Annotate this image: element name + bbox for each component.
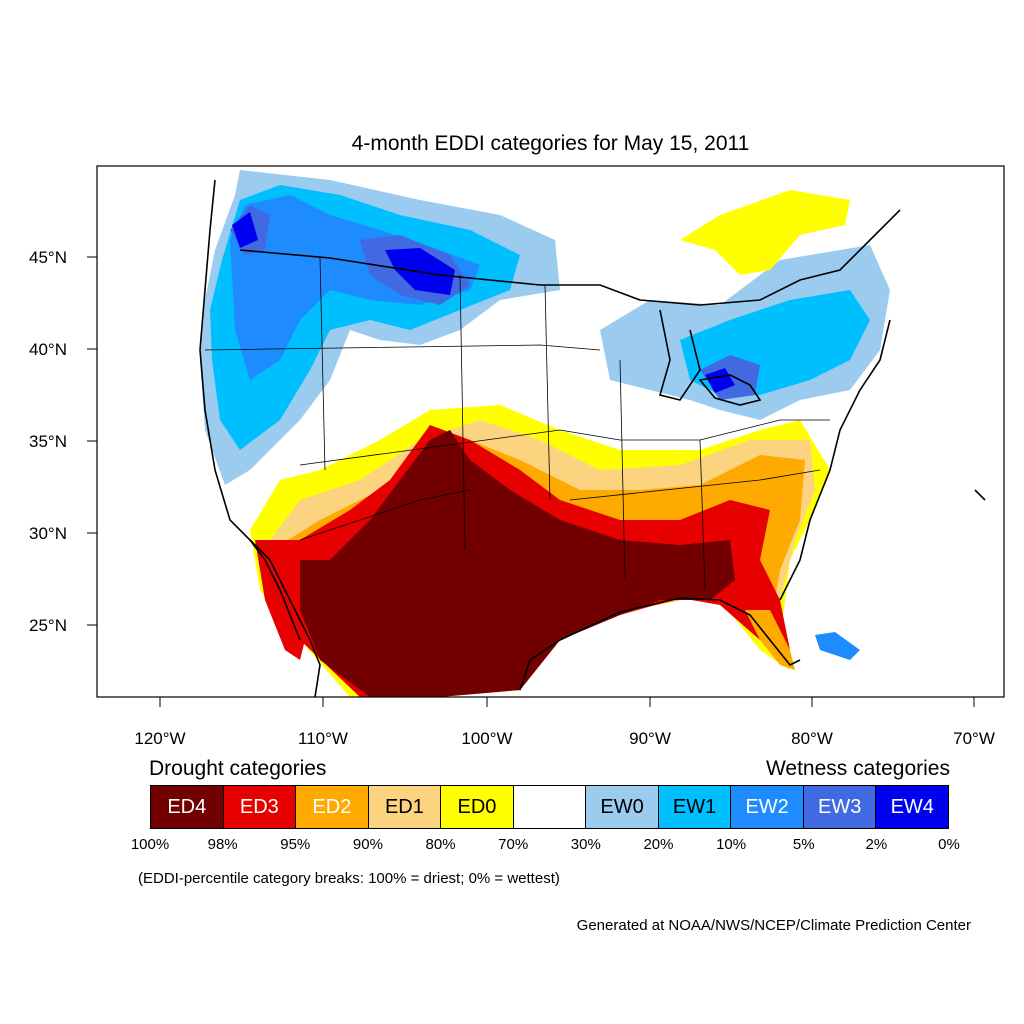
map-field xyxy=(200,170,890,697)
lat-tick-label: 35°N xyxy=(29,432,67,451)
wet-region-northeast-ew4 xyxy=(705,368,735,393)
legend-break-label: 95% xyxy=(280,836,311,853)
legend-break-label: 70% xyxy=(498,836,529,853)
legend-break-label: 5% xyxy=(792,836,815,853)
credit-line: Generated at NOAA/NWS/NCEP/Climate Predi… xyxy=(576,917,971,934)
category-note: (EDDI-percentile category breaks: 100% =… xyxy=(138,870,560,887)
lat-tick-label: 40°N xyxy=(29,340,67,359)
lon-tick-label: 100°W xyxy=(461,729,512,748)
coastlines xyxy=(199,179,986,697)
wet-region-northwest-ew4 xyxy=(232,212,455,295)
legend-swatch: EW1 xyxy=(658,786,732,828)
legend-break-label: 100% xyxy=(130,836,170,853)
legend-swatch xyxy=(513,786,587,828)
dry-region-greatlakes-ed0 xyxy=(680,190,850,275)
legend-breaks: 100% 98% 95% 90% 80% 70% 30% 20% 10% 5% 2% 0% xyxy=(0,836,1024,856)
legend-break-label: 80% xyxy=(425,836,456,853)
legend-break-label: 0% xyxy=(938,836,960,853)
legend-break-label: 30% xyxy=(570,836,601,853)
legend-swatch: ED2 xyxy=(296,786,369,828)
legend-swatch: EW3 xyxy=(803,786,877,828)
wet-region-caribbean xyxy=(815,632,860,660)
drought-legend-title: Drought categories xyxy=(149,757,327,780)
lat-tick-label: 45°N xyxy=(29,248,67,267)
legend-break-label: 2% xyxy=(865,836,888,853)
legend-swatch: EW2 xyxy=(731,786,804,828)
wet-region-northwest-ew2 xyxy=(230,195,480,380)
lon-tick-label: 120°W xyxy=(134,729,185,748)
latitude-axis: 45°N 40°N 35°N 30°N 25°N xyxy=(29,248,97,635)
legend-break-label: 10% xyxy=(716,836,747,853)
lon-tick-label: 80°W xyxy=(791,729,833,748)
legend-swatch: EW4 xyxy=(876,786,949,828)
legend-color-bar: ED4 ED3 ED2 ED1 ED0 EW0 EW1 EW2 EW3 EW4 xyxy=(150,785,949,829)
lat-tick-label: 30°N xyxy=(29,524,67,543)
state-borders xyxy=(204,257,830,591)
map-frame xyxy=(96,165,1005,698)
lat-tick-label: 25°N xyxy=(29,616,67,635)
longitude-axis: 120°W 110°W 100°W 90°W 80°W 70°W xyxy=(134,697,995,748)
lon-tick-label: 90°W xyxy=(629,729,671,748)
legend-break-label: 98% xyxy=(207,836,238,853)
dry-region-baja xyxy=(255,540,305,660)
legend-break-label: 20% xyxy=(643,836,674,853)
map-title: 4-month EDDI categories for May 15, 2011 xyxy=(351,132,750,155)
legend-break-label: 90% xyxy=(352,836,383,853)
dry-region-south-ed4 xyxy=(300,430,735,697)
wetness-legend-title: Wetness categories xyxy=(765,757,950,780)
lon-tick-label: 70°W xyxy=(953,729,995,748)
legend-swatch: ED4 xyxy=(151,786,224,828)
legend-swatch: EW0 xyxy=(586,786,659,828)
legend-swatch: ED0 xyxy=(441,786,514,828)
legend-swatch: ED1 xyxy=(368,786,442,828)
legend-swatch: ED3 xyxy=(223,786,297,828)
lon-tick-label: 110°W xyxy=(298,729,348,748)
